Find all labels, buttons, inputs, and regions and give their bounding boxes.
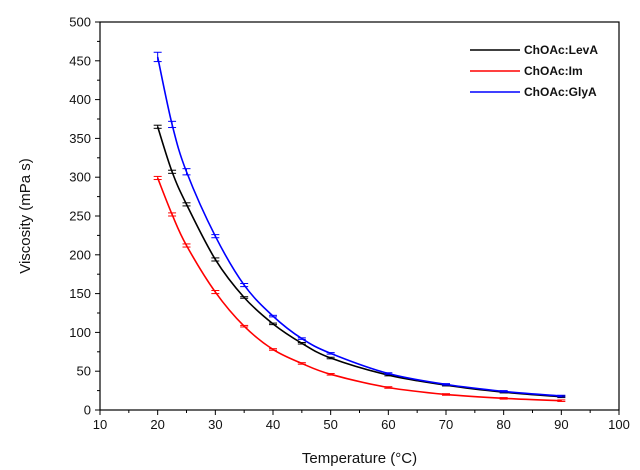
series-choac-leva [153, 124, 566, 399]
x-tick-label: 50 [323, 417, 337, 432]
y-tick-label: 400 [69, 92, 91, 107]
y-tick-label: 0 [84, 403, 91, 418]
x-axis-title: Temperature (°C) [302, 450, 417, 467]
legend-label: ChOAc:Im [524, 64, 583, 78]
y-tick-label: 150 [69, 286, 91, 301]
x-tick-label: 40 [266, 417, 280, 432]
y-tick-label: 450 [69, 53, 91, 68]
x-tick-label: 90 [554, 417, 568, 432]
y-axis-title: Viscosity (mPa s) [17, 158, 34, 274]
x-tick-label: 70 [439, 417, 453, 432]
x-tick-label: 10 [93, 417, 107, 432]
axes: 10 20 30 40 50 60 70 80 90 100 0 50 100 150 200 250 300 3… [69, 15, 630, 433]
y-tick-label: 300 [69, 170, 91, 185]
legend-label: ChOAc:LevA [524, 43, 598, 57]
series-layer [153, 51, 566, 402]
y-tick-label: 100 [69, 325, 91, 340]
legend: ChOAc:LevA ChOAc:Im ChOAc:GlyA [470, 43, 598, 99]
legend-item: ChOAc:LevA [470, 43, 598, 57]
x-tick-label: 60 [381, 417, 395, 432]
y-tick-label: 200 [69, 247, 91, 262]
x-tick-label: 20 [150, 417, 164, 432]
legend-label: ChOAc:GlyA [524, 85, 597, 99]
x-tick-label: 80 [496, 417, 510, 432]
y-tick-label: 50 [77, 364, 91, 379]
series-line [156, 56, 562, 397]
series-choac-im [153, 175, 566, 402]
legend-item: ChOAc:GlyA [470, 85, 597, 99]
x-tick-label: 100 [608, 417, 630, 432]
y-tick-label: 500 [69, 15, 91, 30]
y-tick-label: 350 [69, 131, 91, 146]
series-choac-glya [153, 51, 566, 398]
series-line [156, 177, 562, 402]
legend-item: ChOAc:Im [470, 64, 583, 78]
y-tick-label: 250 [69, 209, 91, 224]
series-line [156, 126, 562, 398]
plot-frame [99, 21, 620, 411]
x-tick-label: 30 [208, 417, 222, 432]
